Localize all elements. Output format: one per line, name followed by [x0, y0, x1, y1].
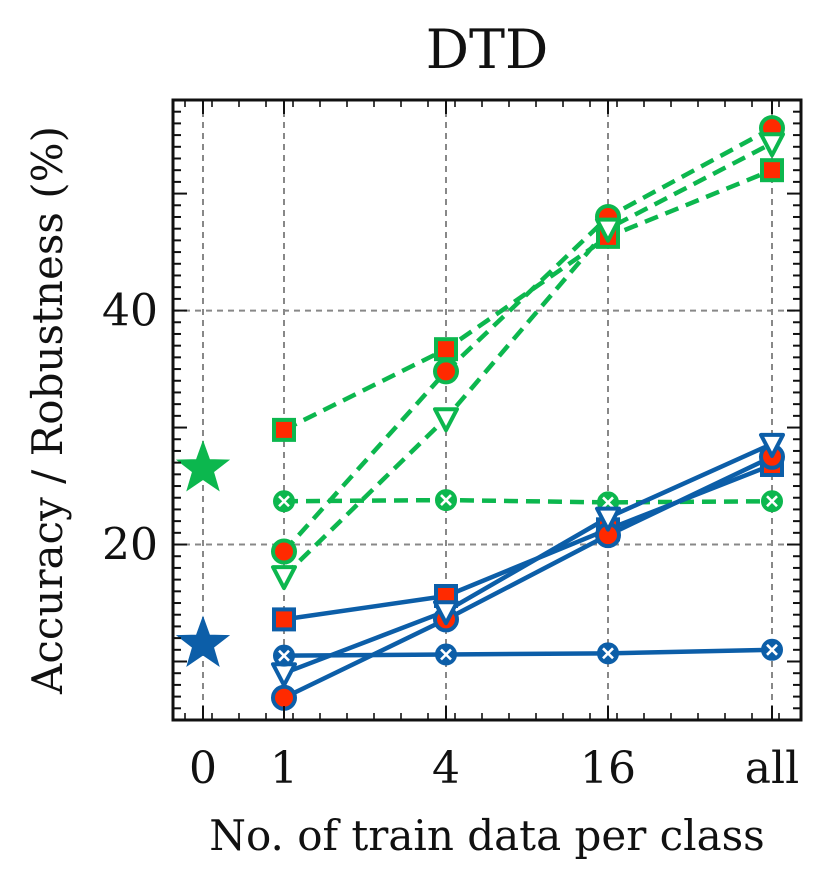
y-axis-label: Accuracy / Robustness (%) — [23, 126, 72, 695]
x-tick-label-1: 1 — [270, 743, 298, 794]
zero-shot-green-star — [175, 440, 231, 492]
series-line-green-square — [282, 168, 773, 432]
point-blue-triangle-4 — [433, 600, 459, 626]
series-line-blue-circle — [283, 454, 773, 700]
point-green-triangle-all — [759, 132, 785, 158]
point-blue-triangle-1 — [271, 662, 297, 688]
ticks — [173, 100, 801, 721]
point-blue-triangle-all — [759, 432, 785, 458]
point-blue-x-16 — [597, 642, 619, 665]
series-line-blue-square — [283, 462, 773, 622]
point-green-square-4 — [434, 337, 458, 362]
x-tick-label-4: 4 — [432, 743, 460, 794]
point-green-x-1-x2 — [278, 495, 290, 508]
point-blue-x-all — [761, 638, 783, 661]
point-blue-x-16-x2 — [602, 647, 614, 660]
series-line-green-triangle — [282, 141, 774, 578]
y-tick-label-40: 40 — [102, 286, 158, 337]
point-green-square-1 — [272, 417, 296, 442]
point-green-triangle-4 — [433, 407, 459, 433]
y-tick-label-20: 20 — [102, 520, 158, 571]
point-green-x-1 — [273, 490, 295, 513]
plot-frame — [171, 98, 803, 722]
point-blue-x-4 — [435, 643, 457, 666]
series-line-green-x — [283, 497, 773, 505]
chart-title: DTD — [426, 18, 549, 81]
point-green-circle-4 — [433, 358, 459, 385]
point-blue-square-1 — [272, 607, 296, 632]
point-blue-x-4-x2 — [440, 648, 452, 661]
zero-shot-blue-star — [175, 615, 231, 667]
point-blue-triangle-16 — [595, 506, 621, 532]
point-blue-x-all-x2 — [766, 643, 778, 656]
series-line-blue-triangle — [283, 441, 773, 676]
x-tick-label-0: 0 — [189, 743, 217, 794]
point-blue-x-1 — [273, 644, 295, 667]
x-tick-label-all: all — [745, 743, 799, 794]
point-blue-circle-1 — [271, 684, 297, 711]
point-green-x-4-x2 — [440, 494, 452, 506]
x-axis-label: No. of train data per class — [209, 811, 764, 860]
x-tick-labels: 0 1 4 16 all — [189, 743, 799, 794]
series-line-green-circle — [282, 126, 774, 554]
series-line-blue-x — [283, 647, 773, 658]
grid — [173, 100, 801, 720]
point-green-x-all-x2 — [766, 495, 778, 508]
point-green-x-16-x2 — [602, 496, 614, 509]
point-green-triangle-16 — [595, 217, 621, 243]
x-tick-label-16: 16 — [580, 743, 636, 794]
marker-layer — [175, 115, 785, 711]
point-green-triangle-1 — [271, 565, 297, 591]
point-green-x-4 — [435, 489, 457, 512]
point-green-circle-1 — [271, 538, 297, 565]
point-green-square-all — [760, 158, 784, 183]
series-layer — [282, 126, 774, 700]
point-blue-x-1-x2 — [278, 649, 290, 662]
point-green-x-all — [761, 490, 783, 513]
